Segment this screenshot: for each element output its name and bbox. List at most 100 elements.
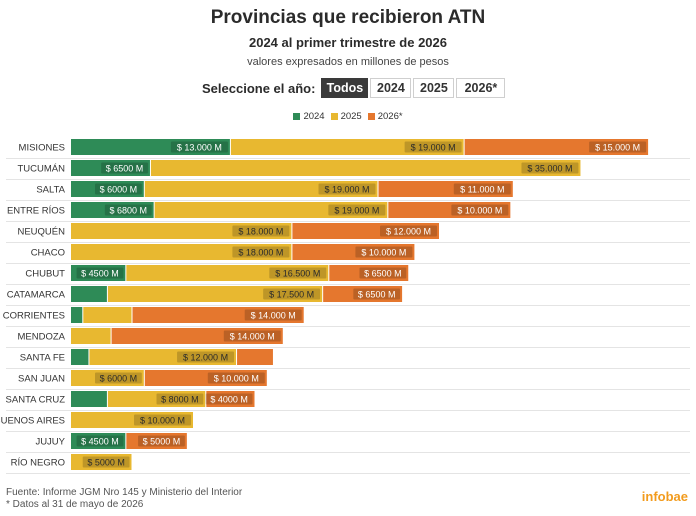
infobae-logo: infobae — [641, 489, 688, 504]
category-label: TUCUMÁN — [18, 164, 66, 175]
bar-segment — [71, 454, 132, 470]
bar-segment — [329, 265, 409, 281]
legend-item-2024[interactable]: 2024 — [293, 111, 325, 122]
category-label: RÍO NEGRO — [11, 458, 65, 469]
data-label: $ 14.000 M — [251, 311, 296, 321]
data-label-bg — [101, 162, 148, 174]
year-selector-label: Seleccione el año: — [202, 80, 316, 96]
data-label-bg — [76, 267, 124, 279]
bar-segment — [388, 202, 511, 218]
data-label: $ 11.000 M — [460, 185, 504, 195]
data-label-bg — [82, 456, 130, 468]
data-label: $ 12.000 M — [183, 353, 228, 363]
data-label: $ 19.000 M — [324, 185, 369, 195]
data-label: $ 6500 M — [106, 164, 144, 174]
bar-segment — [144, 181, 378, 197]
data-label: $ 13.000 M — [177, 143, 222, 153]
bar-segment — [71, 328, 111, 344]
bar-segment — [71, 370, 144, 386]
category-label: CORRIENTES — [3, 311, 65, 322]
data-label-bg — [95, 372, 142, 384]
year-button-todos[interactable]: Todos — [321, 78, 369, 98]
bar-segment — [71, 349, 89, 365]
legend-swatch-2026 — [367, 113, 375, 120]
bar-segment — [292, 223, 439, 239]
data-label: $ 10.000 M — [361, 248, 406, 258]
category-label: SAN JUAN — [18, 374, 65, 385]
data-label-bg — [138, 435, 185, 447]
data-label: $ 18.000 M — [238, 227, 283, 237]
category-label: JUJUY — [35, 437, 65, 448]
chart-title: Provincias que recibieron ATN — [210, 7, 486, 28]
bar-segment — [237, 349, 273, 365]
year-selector: Seleccione el año: Todos 2024 2025 2026* — [202, 78, 507, 98]
source-note: Fuente: Informe JGM Nro 145 y Ministerio… — [6, 487, 243, 498]
data-label: $ 19.000 M — [411, 143, 456, 153]
data-label: $ 6000 M — [100, 374, 138, 384]
legend-swatch-2024 — [293, 113, 301, 120]
data-label: $ 4500 M — [81, 269, 119, 279]
data-label-bg — [353, 288, 401, 300]
bar-segment — [206, 391, 255, 407]
year-button-2024[interactable]: 2024 — [370, 78, 412, 98]
data-label-bg — [95, 183, 142, 195]
bar-segment — [71, 244, 292, 260]
data-label: $ 4000 M — [210, 395, 248, 405]
data-label: $ 35.000 M — [527, 164, 572, 174]
category-label: CHACO — [31, 248, 65, 259]
data-label: $ 6500 M — [364, 269, 402, 279]
data-label-bg — [232, 225, 290, 237]
data-label: $ 18.000 M — [238, 248, 283, 258]
data-label: $ 6500 M — [358, 290, 396, 300]
data-label-bg — [453, 183, 511, 195]
bar-segment — [71, 265, 126, 281]
bar-segment — [378, 181, 513, 197]
category-label: SANTA FE — [20, 353, 65, 364]
bar-segment — [323, 286, 403, 302]
data-label: $ 10.000 M — [214, 374, 259, 384]
data-label-bg — [404, 141, 462, 153]
data-label-bg — [205, 393, 253, 405]
bar-segment — [107, 286, 323, 302]
data-label: $ 4500 M — [81, 437, 119, 447]
bar-segment — [150, 160, 581, 176]
bar-segment — [71, 139, 230, 155]
category-label: BUENOS AIRES — [0, 416, 65, 427]
year-button-2026[interactable]: 2026* — [456, 78, 506, 98]
data-label: $ 19.000 M — [334, 206, 379, 216]
data-label: $ 6800 M — [109, 206, 147, 216]
data-label-bg — [156, 393, 204, 405]
chart-legend: 2024 2025 2026* — [0, 111, 696, 122]
data-label: $ 15.000 M — [595, 143, 640, 153]
legend-item-2025[interactable]: 2025 — [330, 111, 362, 122]
legend-swatch-2025 — [330, 113, 338, 120]
bar-segment — [132, 307, 304, 323]
data-label-bg — [76, 435, 124, 447]
data-label: $ 5000 M — [87, 458, 125, 468]
data-label-bg — [318, 183, 376, 195]
year-button-2025[interactable]: 2025 — [413, 78, 455, 98]
bar-segment — [230, 139, 464, 155]
category-label: ENTRE RÍOS — [7, 206, 65, 217]
data-label: $ 10.000 M — [457, 206, 502, 216]
data-label: $ 12.000 M — [386, 227, 431, 237]
units-note: valores expresados en millones de pesos — [247, 56, 449, 68]
chart-subtitle: 2024 al primer trimestre de 2026 — [248, 35, 447, 50]
data-label-bg — [177, 351, 235, 363]
data-label-bg — [359, 267, 407, 279]
data-label-bg — [263, 288, 321, 300]
bar-segment — [126, 433, 187, 449]
footnote: * Datos al 31 de mayo de 2026 — [6, 499, 144, 510]
data-label: $ 6000 M — [100, 185, 138, 195]
bar-segment — [292, 244, 415, 260]
legend-item-2026[interactable]: 2026* — [367, 111, 403, 122]
bar-segment — [71, 286, 107, 302]
data-label-bg — [232, 246, 290, 258]
data-label: $ 5000 M — [143, 437, 181, 447]
bar-segment — [71, 160, 150, 176]
legend-label-2026: 2026* — [377, 111, 403, 122]
bar-segment — [126, 265, 329, 281]
data-label: $ 8000 M — [161, 395, 199, 405]
bar-segment — [71, 202, 154, 218]
data-label-bg — [589, 141, 647, 153]
